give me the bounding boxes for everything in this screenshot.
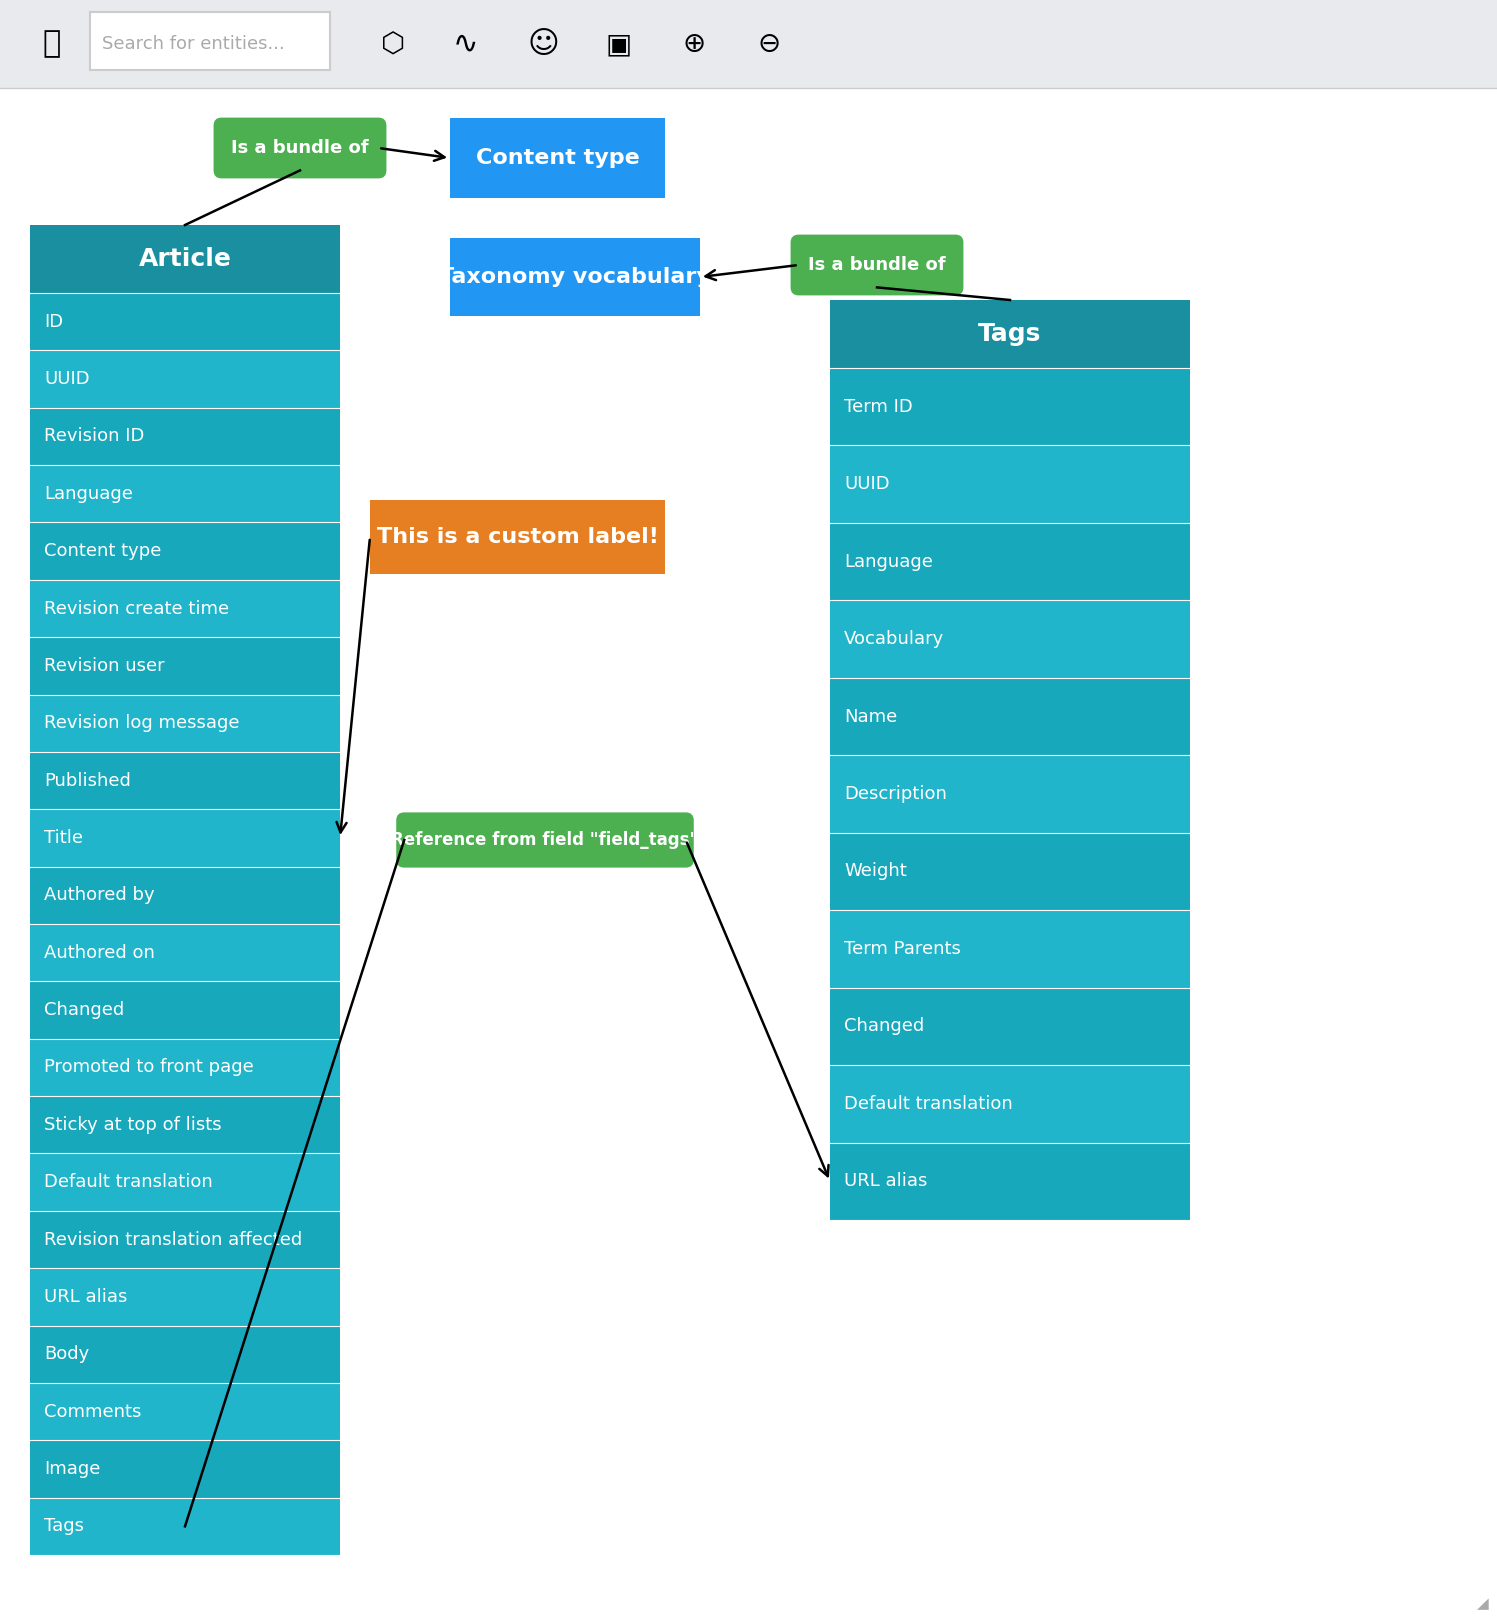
- Text: Authored by: Authored by: [43, 886, 154, 905]
- FancyBboxPatch shape: [30, 866, 340, 924]
- FancyBboxPatch shape: [30, 1498, 340, 1554]
- Text: Revision translation affected: Revision translation affected: [43, 1230, 302, 1248]
- FancyBboxPatch shape: [829, 1065, 1190, 1143]
- FancyBboxPatch shape: [90, 11, 329, 70]
- FancyBboxPatch shape: [451, 118, 665, 198]
- Text: Changed: Changed: [844, 1017, 924, 1036]
- FancyBboxPatch shape: [829, 910, 1190, 988]
- FancyBboxPatch shape: [370, 500, 665, 575]
- Text: Reference from field "field_tags": Reference from field "field_tags": [391, 831, 699, 848]
- Text: Default translation: Default translation: [43, 1174, 213, 1192]
- FancyBboxPatch shape: [30, 1326, 340, 1383]
- Text: Revision create time: Revision create time: [43, 599, 229, 617]
- Text: ID: ID: [43, 312, 63, 330]
- Text: This is a custom label!: This is a custom label!: [377, 528, 659, 547]
- FancyBboxPatch shape: [30, 408, 340, 465]
- FancyBboxPatch shape: [30, 695, 340, 751]
- Text: URL alias: URL alias: [844, 1172, 927, 1190]
- Text: ▣: ▣: [606, 31, 632, 58]
- Text: Search for entities...: Search for entities...: [102, 36, 284, 53]
- Text: Term Parents: Term Parents: [844, 941, 961, 958]
- Text: Article: Article: [139, 248, 232, 270]
- Text: ⬡: ⬡: [380, 31, 406, 58]
- FancyBboxPatch shape: [829, 445, 1190, 523]
- Text: URL alias: URL alias: [43, 1287, 127, 1307]
- Text: Published: Published: [43, 772, 130, 790]
- FancyBboxPatch shape: [829, 1143, 1190, 1221]
- Text: Name: Name: [844, 708, 897, 725]
- FancyBboxPatch shape: [30, 1153, 340, 1211]
- FancyBboxPatch shape: [30, 225, 340, 293]
- FancyBboxPatch shape: [30, 1441, 340, 1498]
- Text: Weight: Weight: [844, 863, 907, 881]
- FancyBboxPatch shape: [30, 523, 340, 580]
- Text: Is a bundle of: Is a bundle of: [231, 139, 368, 157]
- Text: Tags: Tags: [979, 322, 1042, 346]
- FancyBboxPatch shape: [214, 118, 386, 178]
- Text: Comments: Comments: [43, 1402, 141, 1420]
- Text: Revision log message: Revision log message: [43, 714, 240, 732]
- Text: Image: Image: [43, 1460, 100, 1478]
- FancyBboxPatch shape: [30, 1039, 340, 1096]
- Text: ⊕: ⊕: [683, 31, 705, 58]
- Text: Content type: Content type: [43, 542, 162, 560]
- FancyBboxPatch shape: [0, 87, 1497, 1619]
- Text: Content type: Content type: [476, 147, 639, 168]
- Text: Changed: Changed: [43, 1001, 124, 1018]
- FancyBboxPatch shape: [829, 300, 1190, 368]
- FancyBboxPatch shape: [30, 810, 340, 866]
- Text: Language: Language: [43, 484, 133, 504]
- Text: Title: Title: [43, 829, 82, 847]
- Text: Vocabulary: Vocabulary: [844, 630, 945, 648]
- Text: Default translation: Default translation: [844, 1094, 1013, 1112]
- FancyBboxPatch shape: [30, 1096, 340, 1153]
- Text: UUID: UUID: [43, 371, 90, 389]
- FancyBboxPatch shape: [829, 523, 1190, 601]
- Text: ∿: ∿: [454, 29, 479, 58]
- FancyBboxPatch shape: [829, 601, 1190, 678]
- Text: ⊖: ⊖: [757, 31, 780, 58]
- Text: 🔍: 🔍: [43, 29, 61, 58]
- FancyBboxPatch shape: [30, 350, 340, 408]
- FancyBboxPatch shape: [790, 235, 964, 295]
- FancyBboxPatch shape: [451, 238, 701, 316]
- FancyBboxPatch shape: [30, 465, 340, 523]
- FancyBboxPatch shape: [30, 1211, 340, 1268]
- Text: ◢: ◢: [1478, 1596, 1490, 1611]
- Text: UUID: UUID: [844, 476, 889, 494]
- Text: Promoted to front page: Promoted to front page: [43, 1059, 254, 1077]
- Text: Body: Body: [43, 1345, 90, 1363]
- FancyBboxPatch shape: [30, 1383, 340, 1441]
- Text: Language: Language: [844, 552, 933, 570]
- Text: Term ID: Term ID: [844, 398, 913, 416]
- FancyBboxPatch shape: [397, 813, 693, 868]
- Text: Authored on: Authored on: [43, 944, 154, 962]
- Text: Sticky at top of lists: Sticky at top of lists: [43, 1115, 222, 1133]
- FancyBboxPatch shape: [30, 293, 340, 350]
- FancyBboxPatch shape: [829, 756, 1190, 832]
- FancyBboxPatch shape: [0, 0, 1497, 87]
- FancyBboxPatch shape: [30, 580, 340, 638]
- Text: Revision user: Revision user: [43, 657, 165, 675]
- Text: Tags: Tags: [43, 1517, 84, 1535]
- FancyBboxPatch shape: [30, 1268, 340, 1326]
- Text: Taxonomy vocabulary: Taxonomy vocabulary: [439, 267, 711, 287]
- FancyBboxPatch shape: [30, 638, 340, 695]
- Text: ☺: ☺: [527, 29, 558, 58]
- FancyBboxPatch shape: [829, 368, 1190, 445]
- Text: Is a bundle of: Is a bundle of: [808, 256, 946, 274]
- FancyBboxPatch shape: [829, 832, 1190, 910]
- FancyBboxPatch shape: [829, 988, 1190, 1065]
- FancyBboxPatch shape: [30, 924, 340, 981]
- Text: Revision ID: Revision ID: [43, 427, 144, 445]
- FancyBboxPatch shape: [30, 751, 340, 810]
- FancyBboxPatch shape: [30, 981, 340, 1039]
- Text: Description: Description: [844, 785, 948, 803]
- FancyBboxPatch shape: [829, 678, 1190, 756]
